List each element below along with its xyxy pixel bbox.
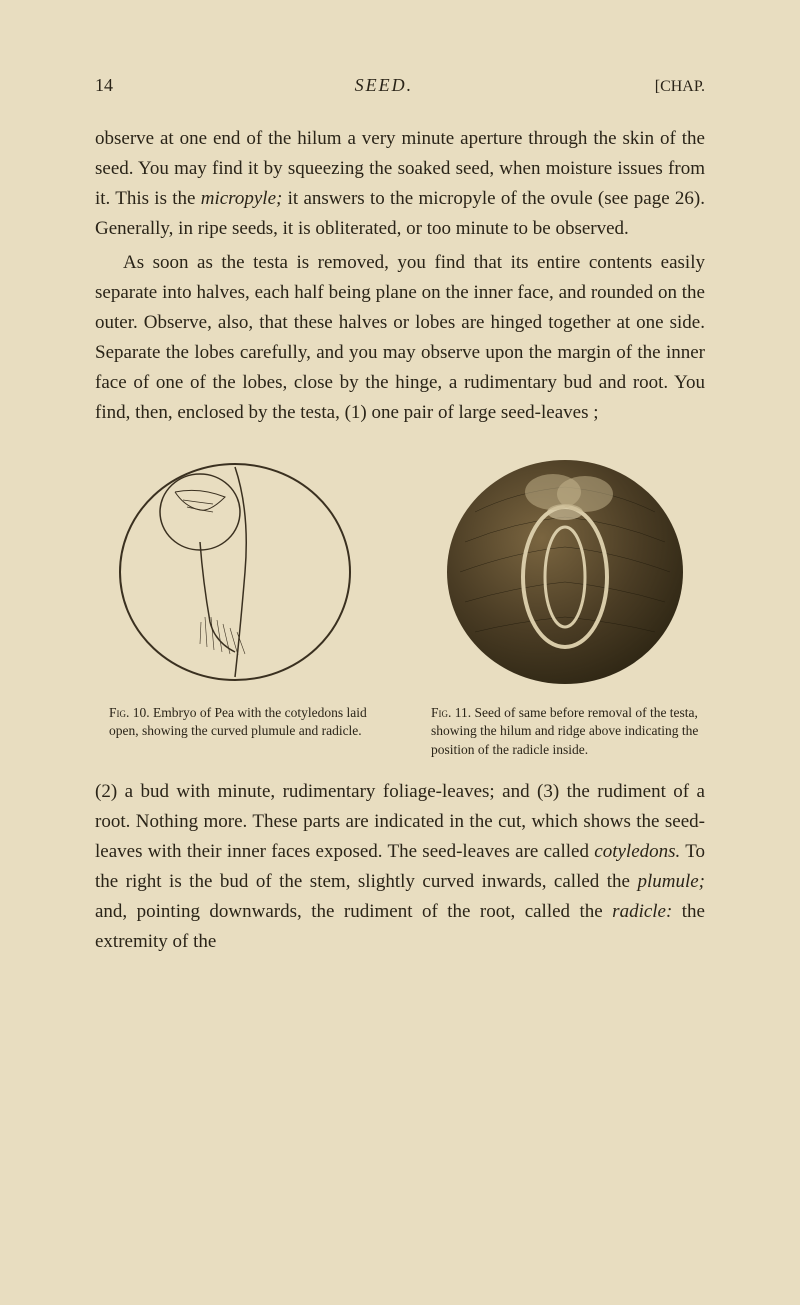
italic-term: micropyle;	[201, 188, 283, 209]
paragraph-2: As soon as the testa is removed, you fin…	[95, 248, 705, 428]
figure-11: Fig. 11. Seed of same before removal of …	[425, 452, 705, 759]
text-segment: As soon as the testa is removed, you fin…	[95, 252, 705, 423]
embryo-illustration	[105, 452, 365, 692]
figure-10-caption: Fig. 10. Embryo of Pea with the cotyledo…	[95, 704, 375, 740]
body-text: observe at one end of the hilum a very m…	[95, 124, 705, 428]
text-segment: and, pointing downwards, the rudiment of…	[95, 901, 612, 922]
paragraph-3: (2) a bud with minute, rudimentary folia…	[95, 777, 705, 957]
paragraph-1: observe at one end of the hilum a very m…	[95, 124, 705, 244]
figure-10: Fig. 10. Embryo of Pea with the cotyledo…	[95, 452, 375, 759]
figure-row: Fig. 10. Embryo of Pea with the cotyledo…	[95, 452, 705, 759]
seed-illustration	[435, 452, 695, 692]
caption-label: Fig. 10.	[109, 705, 150, 720]
italic-term: radicle:	[612, 901, 672, 922]
caption-label: Fig. 11.	[431, 705, 471, 720]
page-title: SEED.	[355, 75, 414, 96]
italic-term: plumule;	[637, 871, 705, 892]
caption-text: Seed of same before removal of the testa…	[431, 705, 698, 756]
figure-11-caption: Fig. 11. Seed of same before removal of …	[425, 704, 705, 759]
page-header: 14 SEED. [CHAP.	[95, 75, 705, 96]
chapter-label: [CHAP.	[655, 78, 705, 96]
page-number: 14	[95, 75, 113, 96]
italic-term: coty­ledons.	[594, 841, 680, 862]
body-text-lower: (2) a bud with minute, rudimentary folia…	[95, 777, 705, 957]
